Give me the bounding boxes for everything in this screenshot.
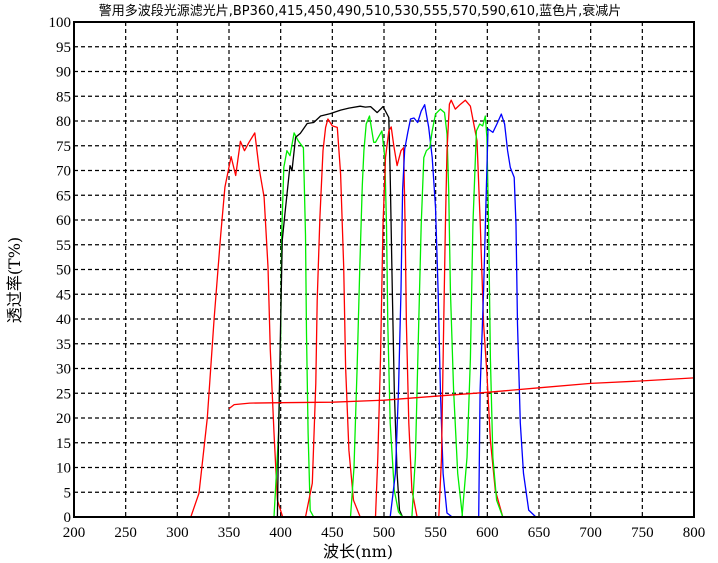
- y-tick-label: 70: [56, 164, 71, 180]
- y-tick-label: 55: [56, 238, 71, 254]
- y-tick-label: 50: [56, 263, 71, 279]
- series-line-1: [229, 132, 315, 518]
- series-line-3: [304, 118, 361, 518]
- series-line-0: [74, 132, 284, 518]
- series-line-8: [438, 99, 504, 518]
- x-tick-label: 500: [373, 525, 396, 541]
- grid: [74, 22, 694, 517]
- chart-title: 警用多波段光源滤光片,BP360,415,450,490,510,530,555…: [99, 3, 621, 19]
- series-line-6: [389, 104, 453, 518]
- x-tick-label: 250: [114, 525, 137, 541]
- y-axis-label: 透过率(T%): [5, 237, 24, 323]
- y-tick-label: 65: [56, 188, 71, 204]
- series-line-4: [349, 115, 404, 518]
- y-tick-label: 90: [56, 65, 71, 81]
- x-tick-label: 200: [63, 525, 86, 541]
- x-tick-label: 650: [528, 525, 551, 541]
- y-tick-label: 95: [56, 40, 71, 56]
- x-tick-label: 450: [321, 525, 344, 541]
- y-tick-label: 10: [56, 461, 71, 477]
- series-line-7: [411, 108, 464, 518]
- y-tick-label: 60: [56, 213, 71, 229]
- plot-frame: [73, 21, 695, 518]
- y-tick-label: 15: [56, 436, 71, 452]
- x-tick-label: 350: [218, 525, 241, 541]
- series-line-9: [461, 115, 504, 518]
- y-tick-label: 25: [56, 386, 71, 402]
- x-axis-label: 波长(nm): [323, 542, 393, 561]
- y-tick-label: 45: [56, 287, 71, 303]
- x-tick-label: 800: [683, 525, 706, 541]
- series-group: [74, 99, 695, 518]
- y-tick-label: 85: [56, 89, 71, 105]
- y-tick-label: 20: [56, 411, 71, 427]
- x-axis: 200 250 300 350 400 450 500 550 600 650 700 750 800: [63, 525, 706, 541]
- y-tick-label: 35: [56, 337, 71, 353]
- y-tick-label: 40: [56, 312, 71, 328]
- series-line-11: [228, 377, 695, 410]
- y-tick-label: 75: [56, 139, 71, 155]
- x-tick-label: 700: [579, 525, 602, 541]
- y-tick-label: 30: [56, 362, 71, 378]
- x-tick-label: 750: [631, 525, 654, 541]
- series-line-5: [374, 126, 418, 518]
- y-tick-label: 80: [56, 114, 71, 130]
- x-tick-label: 550: [424, 525, 447, 541]
- series-line-10: [478, 113, 694, 518]
- x-tick-label: 300: [166, 525, 189, 541]
- y-tick-label: 0: [64, 510, 72, 526]
- series-line-2: [276, 105, 404, 518]
- y-tick-label: 100: [49, 15, 72, 31]
- x-tick-label: 400: [269, 525, 292, 541]
- y-axis: 0 5 10 15 20 25 30 35 40 45 50 55 60 65 70 75 80 85 90 95 10…: [49, 15, 72, 526]
- y-tick-label: 5: [64, 485, 72, 501]
- x-tick-label: 600: [476, 525, 499, 541]
